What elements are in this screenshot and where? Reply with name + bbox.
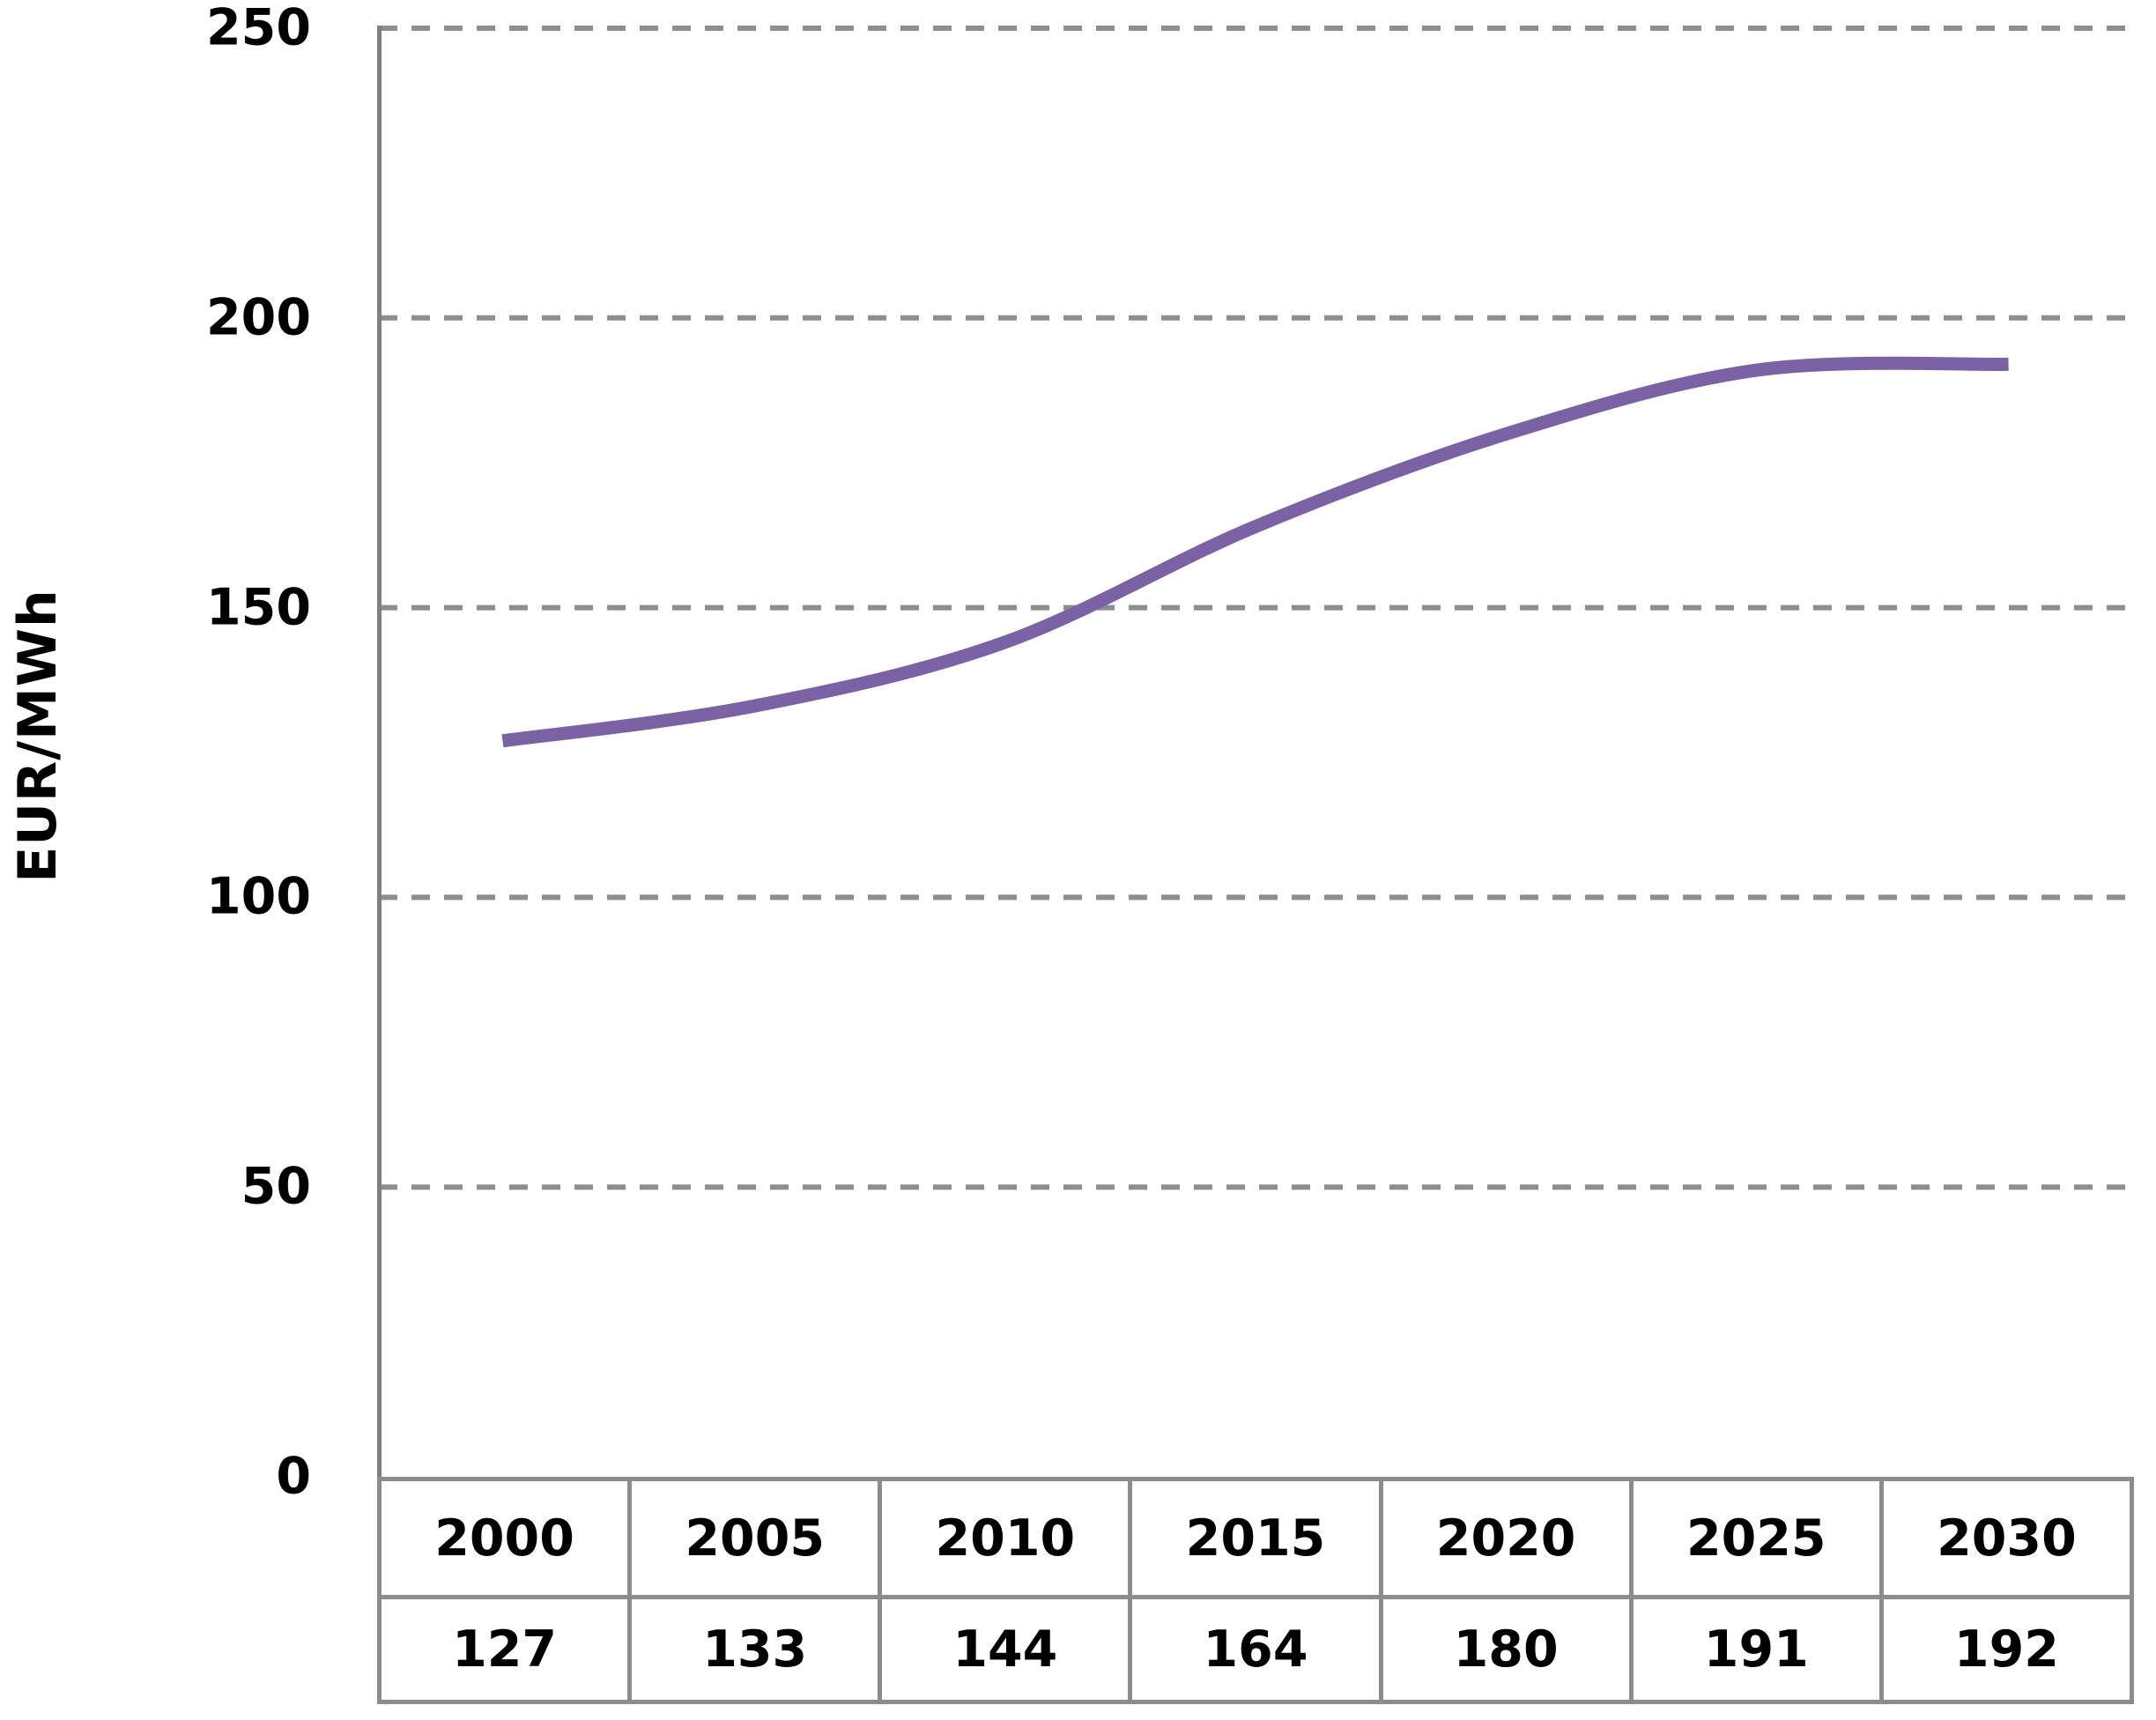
value-cell: 164 xyxy=(1128,1595,1383,1704)
value-cell: 191 xyxy=(1628,1595,1884,1704)
y-tick-label: 100 xyxy=(206,867,311,926)
y-tick-label: 200 xyxy=(206,288,311,347)
y-tick-label: 150 xyxy=(206,578,311,637)
y-tick-label: 250 xyxy=(206,0,311,57)
table-row-values: 127 133 144 164 180 191 192 xyxy=(376,1595,2135,1704)
y-tick-label: 0 xyxy=(276,1447,311,1506)
year-cell: 2030 xyxy=(1878,1477,2135,1599)
value-cell: 133 xyxy=(627,1595,883,1704)
value-cell: 192 xyxy=(1878,1595,2135,1704)
year-cell: 2010 xyxy=(878,1477,1133,1599)
year-cell: 2000 xyxy=(376,1477,633,1599)
value-cell: 127 xyxy=(376,1595,633,1704)
data-table: 2000 2005 2010 2015 2020 2025 2030 127 133 144 164… xyxy=(376,1477,2135,1704)
y-tick-label: 50 xyxy=(241,1157,311,1216)
value-cell: 180 xyxy=(1378,1595,1634,1704)
table-row-years: 2000 2005 2010 2015 2020 2025 2030 xyxy=(376,1477,2135,1599)
year-cell: 2015 xyxy=(1128,1477,1383,1599)
year-cell: 2020 xyxy=(1378,1477,1634,1599)
value-cell: 144 xyxy=(878,1595,1133,1704)
series-line xyxy=(501,356,2009,748)
year-cell: 2005 xyxy=(627,1477,883,1599)
year-cell: 2025 xyxy=(1628,1477,1884,1599)
